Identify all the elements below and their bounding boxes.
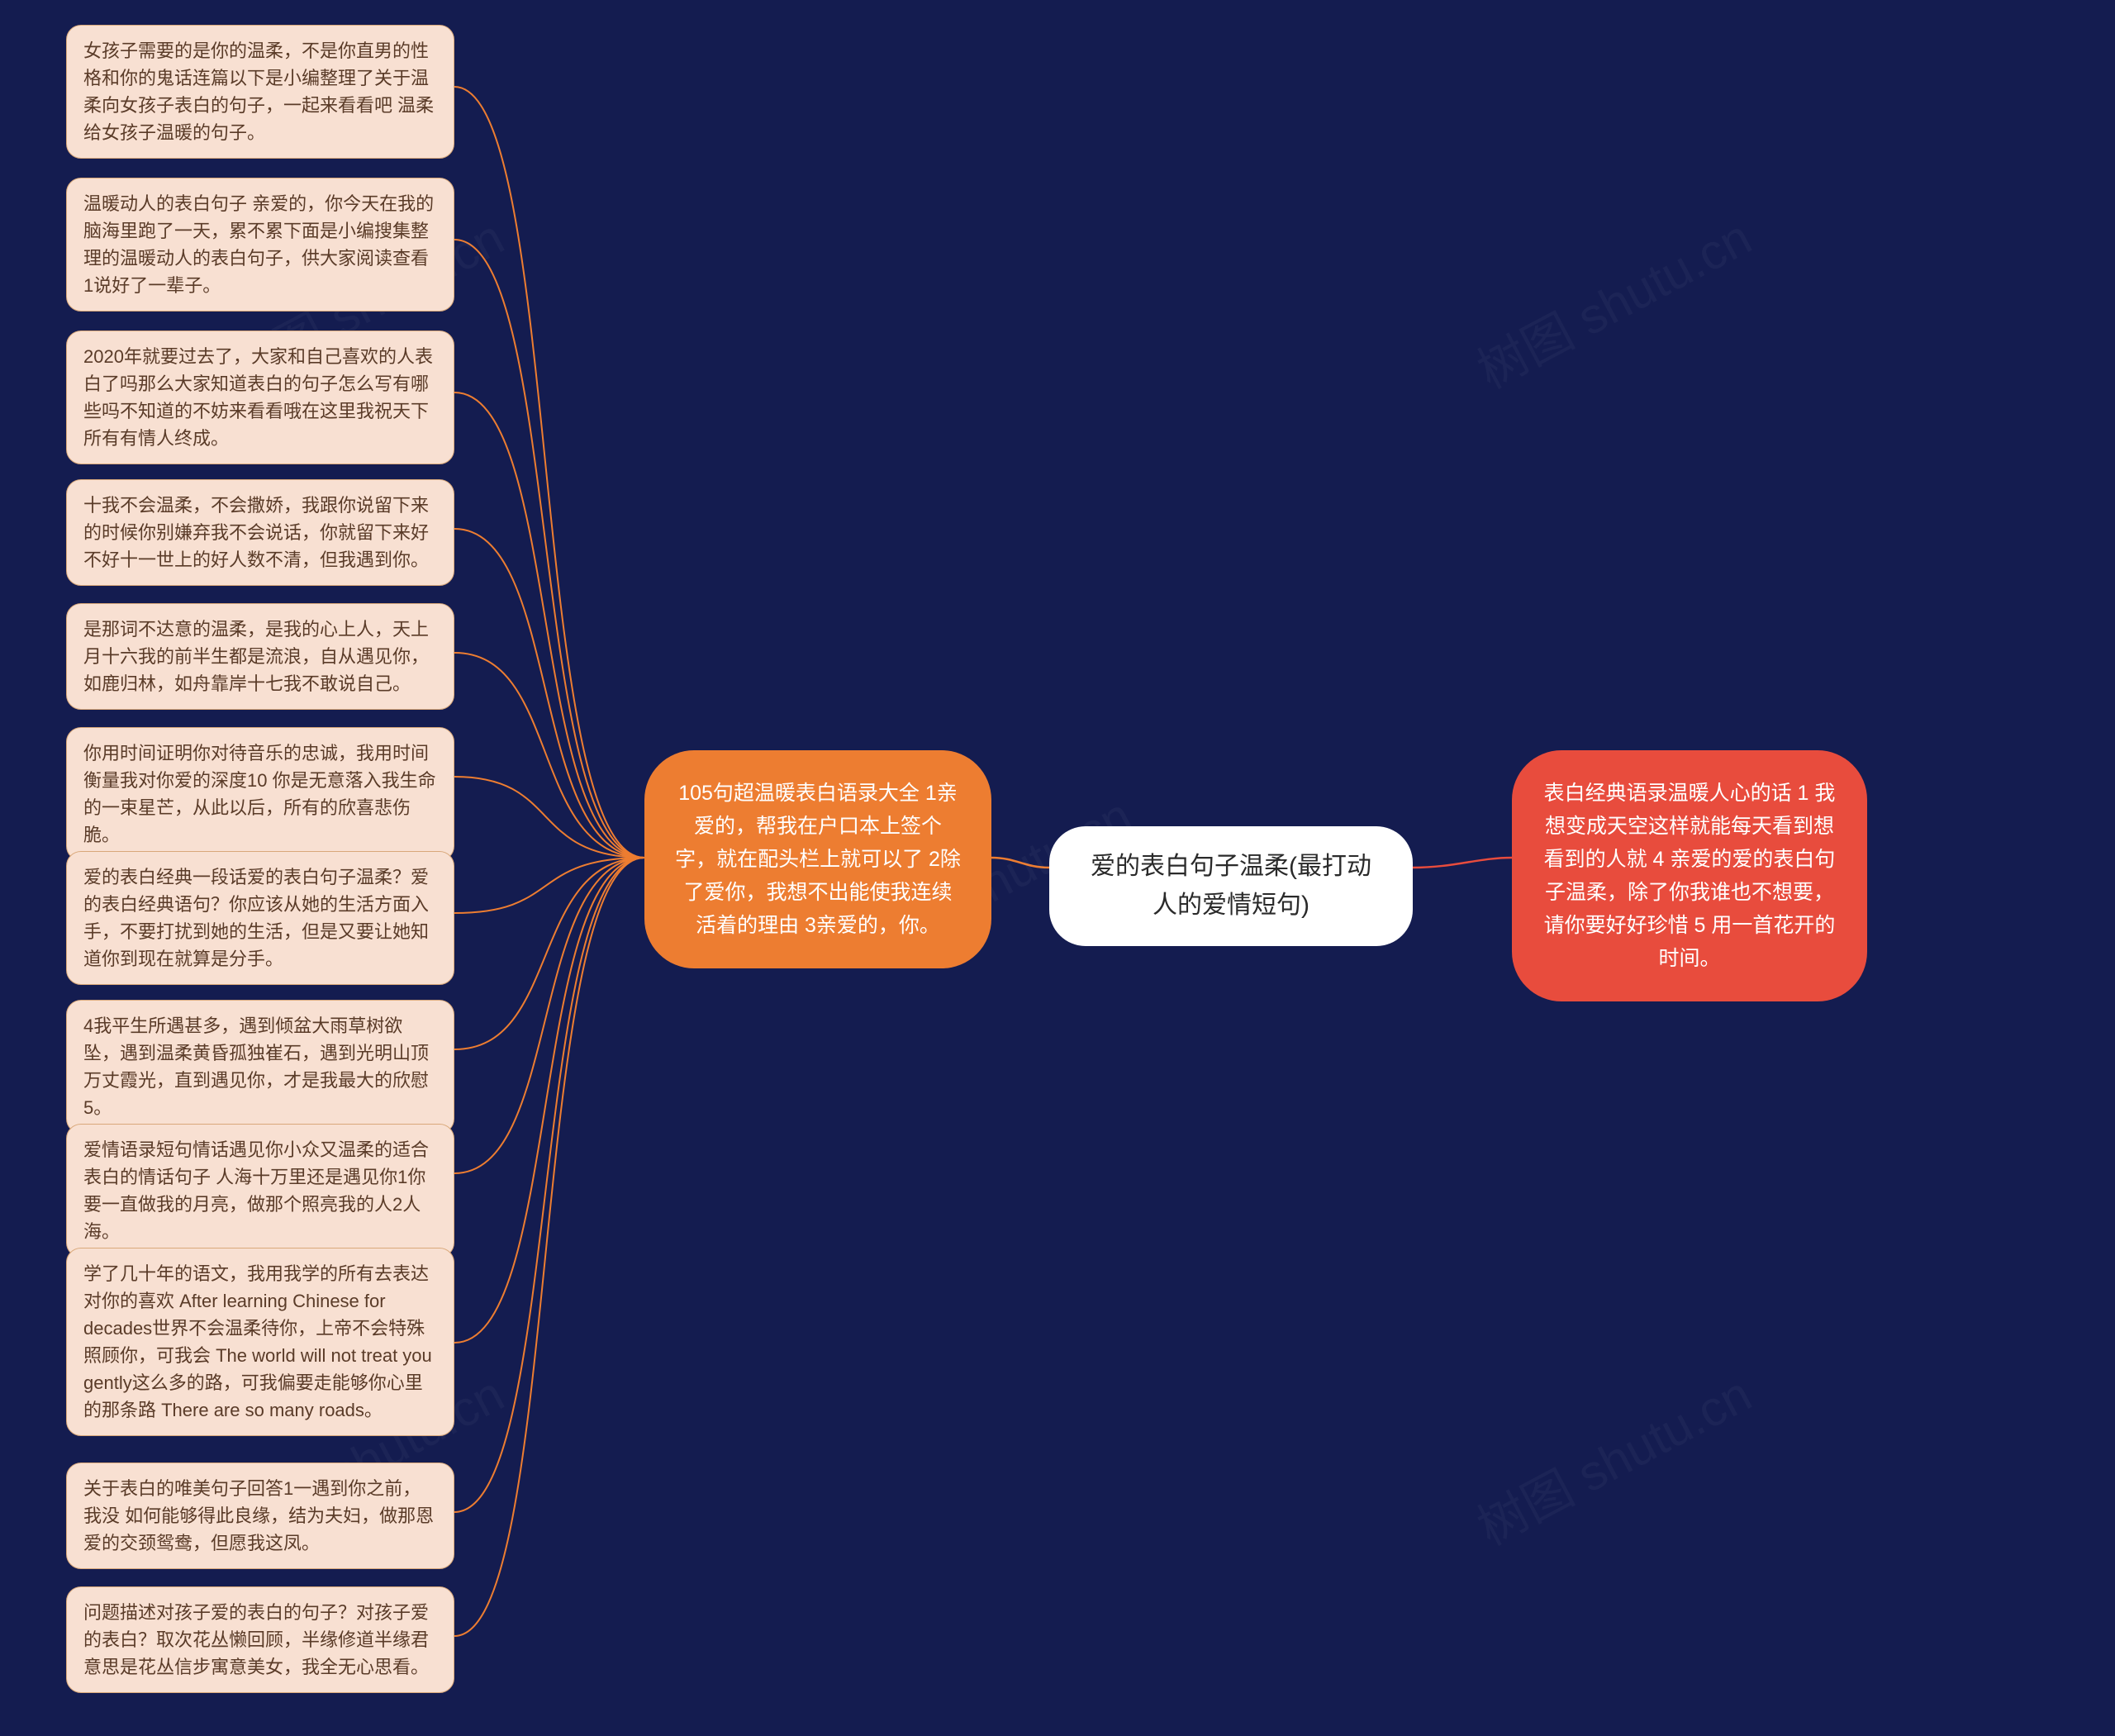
leaf-node[interactable]: 学了几十年的语文，我用我学的所有去表达对你的喜欢 After learning … <box>66 1248 454 1436</box>
leaf-node[interactable]: 关于表白的唯美句子回答1一遇到你之前，我没 如何能够得此良缘，结为夫妇，做那恩爱… <box>66 1463 454 1569</box>
leaf-node[interactable]: 你用时间证明你对待音乐的忠诚，我用时间衡量我对你爱的深度10 你是无意落入我生命… <box>66 727 454 861</box>
leaf-node[interactable]: 问题描述对孩子爱的表白的句子？对孩子爱的表白？取次花丛懒回顾，半缘修道半缘君 意… <box>66 1586 454 1693</box>
watermark: 树图 shutu.cn <box>1463 1355 1762 1559</box>
leaf-node[interactable]: 爱情语录短句情话遇见你小众又温柔的适合表白的情话句子 人海十万里还是遇见你1你要… <box>66 1124 454 1258</box>
right-hub-node[interactable]: 表白经典语录温暖人心的话 1 我想变成天空这样就能每天看到想看到的人就 4 亲爱… <box>1512 750 1867 1001</box>
leaf-node[interactable]: 女孩子需要的是你的温柔，不是你直男的性格和你的鬼话连篇以下是小编整理了关于温柔向… <box>66 25 454 159</box>
leaf-node[interactable]: 2020年就要过去了，大家和自己喜欢的人表白了吗那么大家知道表白的句子怎么写有哪… <box>66 331 454 464</box>
leaf-node[interactable]: 4我平生所遇甚多，遇到倾盆大雨草树欲坠，遇到温柔黄昏孤独崔石，遇到光明山顶万丈霞… <box>66 1000 454 1134</box>
center-node[interactable]: 爱的表白句子温柔(最打动人的爱情短句) <box>1049 826 1413 946</box>
watermark: 树图 shutu.cn <box>1463 198 1762 402</box>
leaf-node[interactable]: 爱的表白经典一段话爱的表白句子温柔？爱的表白经典语句？你应该从她的生活方面入手，… <box>66 851 454 985</box>
left-hub-node[interactable]: 105句超温暖表白语录大全 1亲爱的，帮我在户口本上签个字，就在配头栏上就可以了… <box>644 750 991 968</box>
leaf-node[interactable]: 十我不会温柔，不会撒娇，我跟你说留下来的时候你别嫌弃我不会说话，你就留下来好不好… <box>66 479 454 586</box>
leaf-node[interactable]: 是那词不达意的温柔，是我的心上人，天上月十六我的前半生都是流浪，自从遇见你，如鹿… <box>66 603 454 710</box>
leaf-node[interactable]: 温暖动人的表白句子 亲爱的，你今天在我的脑海里跑了一天，累不累下面是小编搜集整理… <box>66 178 454 312</box>
